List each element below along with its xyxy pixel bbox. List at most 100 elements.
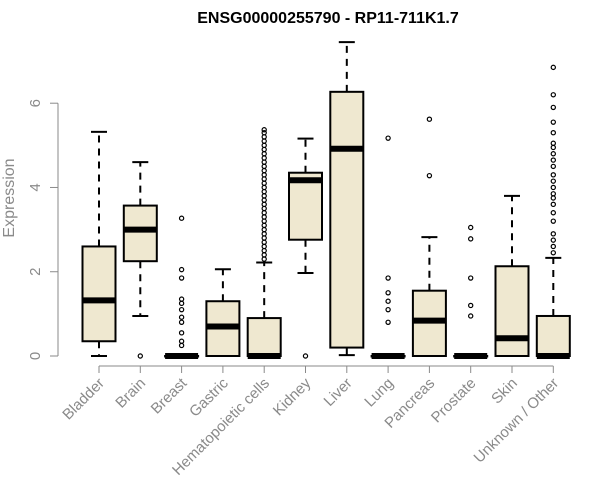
outlier-point <box>550 172 557 178</box>
outlier-point <box>178 306 185 313</box>
x-tick-label: Lung <box>361 375 397 411</box>
y-axis: 0 2 4 6 <box>27 99 59 360</box>
outlier-point <box>261 210 267 216</box>
outlier-point <box>261 193 267 199</box>
x-tick-label: Liver <box>321 375 356 410</box>
outlier-point <box>550 151 557 157</box>
outlier-point <box>550 64 557 71</box>
outlier-point <box>261 231 267 237</box>
outlier-point <box>261 222 267 229</box>
outlier-point <box>261 235 267 241</box>
outlier-point <box>550 250 557 256</box>
box-iqr <box>246 317 282 357</box>
y-tick-label: 0 <box>27 352 44 360</box>
outlier-point <box>178 266 185 273</box>
chart-title: ENSG00000255790 - RP11-711K1.7 <box>197 10 459 27</box>
y-axis-label: Expression <box>1 158 18 237</box>
outlier-point <box>261 138 267 144</box>
x-tick-label: Bladder <box>59 375 108 424</box>
outlier-point <box>550 157 557 163</box>
box-breast <box>164 215 200 359</box>
box-brain <box>122 161 158 359</box>
outlier-point <box>178 314 185 320</box>
outlier-point <box>550 140 557 146</box>
outlier-point <box>178 275 185 281</box>
outlier-point <box>261 239 267 245</box>
box-gastric <box>205 268 241 357</box>
outlier-point <box>261 214 267 220</box>
outlier-point <box>261 176 267 182</box>
x-tick-label: Kidney <box>270 374 315 419</box>
outlier-point <box>261 134 267 140</box>
outlier-point <box>550 231 557 237</box>
box-liver <box>329 41 365 357</box>
outlier-point <box>550 191 557 197</box>
y-tick-label: 2 <box>27 268 44 276</box>
outlier-point <box>550 243 557 250</box>
outlier-point <box>261 180 267 186</box>
outlier-point <box>261 129 267 136</box>
box-iqr <box>494 265 530 358</box>
box-lung <box>370 135 406 359</box>
box-iqr <box>122 204 158 263</box>
outlier-point <box>261 159 267 165</box>
outlier-point <box>550 92 557 98</box>
outlier-point <box>550 129 557 136</box>
outlier-point <box>178 342 185 349</box>
outlier-point <box>261 197 267 203</box>
outlier-point <box>261 256 267 262</box>
outlier-point <box>178 338 185 344</box>
box-iqr <box>535 314 571 357</box>
box-pancreas <box>411 116 447 357</box>
outlier-point <box>468 302 474 309</box>
outlier-point <box>426 116 433 122</box>
outlier-point <box>550 178 557 184</box>
outlier-point <box>550 210 557 216</box>
box-prostate <box>453 224 489 359</box>
outlier-point <box>137 353 143 359</box>
outlier-point <box>178 215 185 221</box>
box-iqr <box>288 171 323 241</box>
outlier-point <box>261 163 267 170</box>
outlier-point <box>550 195 557 201</box>
outlier-point <box>261 142 267 149</box>
x-tick-label: Brain <box>112 375 149 412</box>
outlier-point <box>261 146 267 153</box>
y-tick-label: 6 <box>27 99 44 107</box>
outlier-point <box>550 201 557 208</box>
outlier-point <box>550 144 557 151</box>
outlier-point <box>426 172 433 179</box>
outlier-point <box>385 290 391 296</box>
outlier-point <box>261 188 267 195</box>
outlier-point <box>385 275 391 281</box>
outlier-point <box>261 201 267 208</box>
outlier-point <box>261 247 267 254</box>
outlier-point <box>468 275 474 281</box>
outlier-point <box>261 226 267 233</box>
outlier-point <box>178 296 185 302</box>
outlier-point <box>385 298 391 304</box>
outlier-point <box>468 313 474 319</box>
box-iqr <box>81 245 117 343</box>
box-series <box>81 41 571 359</box>
box-hematopoietic-cells <box>246 127 282 359</box>
outlier-point <box>302 353 309 359</box>
outlier-point <box>178 300 185 307</box>
outlier-point <box>261 184 267 191</box>
outlier-point <box>385 319 391 325</box>
outlier-point <box>468 224 474 231</box>
outlier-point <box>550 119 557 125</box>
x-tick-label: Breast <box>148 374 191 417</box>
outlier-point <box>178 319 185 325</box>
y-tick-label: 4 <box>27 183 44 191</box>
box-bladder <box>81 130 117 357</box>
outlier-point <box>550 163 557 170</box>
outlier-point <box>385 306 391 313</box>
outlier-point <box>261 167 267 174</box>
outlier-point <box>261 172 267 178</box>
box-skin <box>494 194 530 358</box>
outlier-point <box>550 184 557 191</box>
x-tick-label: Skin <box>488 375 521 408</box>
